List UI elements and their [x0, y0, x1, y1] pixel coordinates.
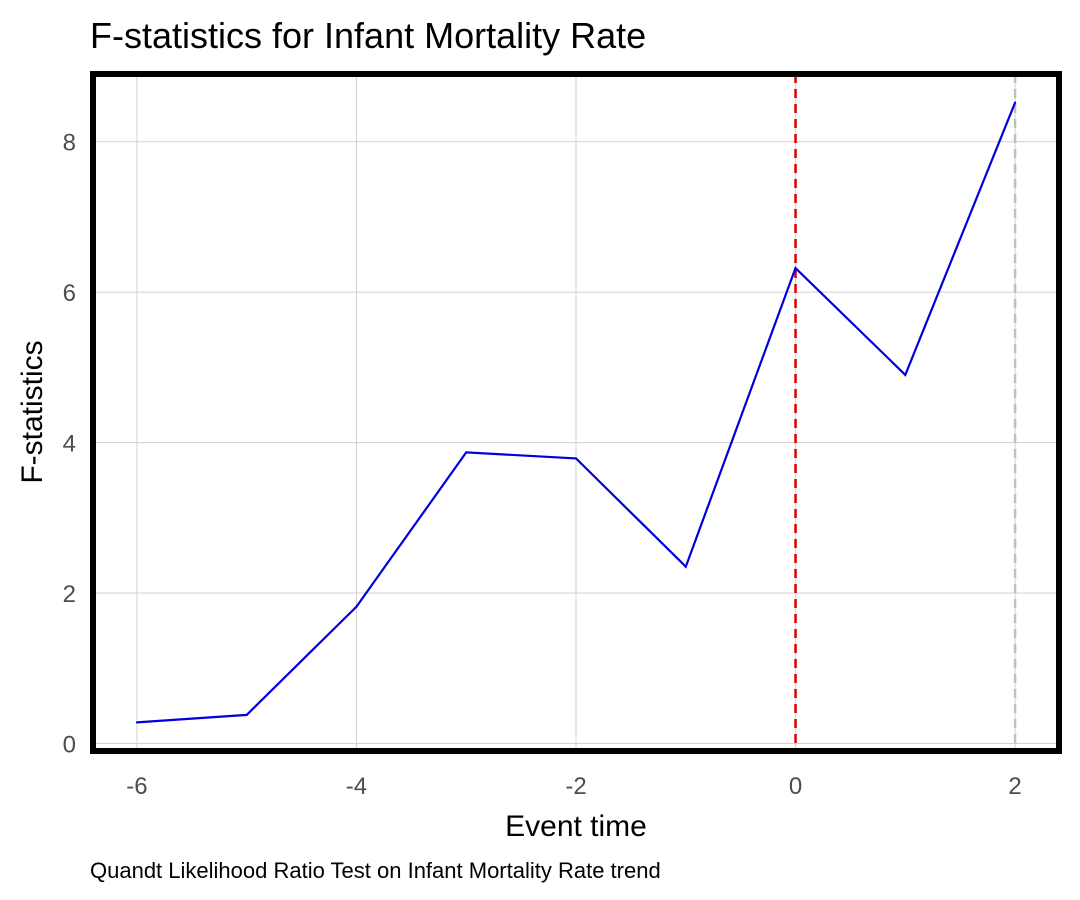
- y-axis-title: F-statistics: [16, 340, 49, 483]
- y-tick-label: 2: [63, 581, 76, 608]
- reference-lines: [794, 74, 1017, 751]
- x-tick-label: -6: [126, 773, 147, 800]
- series-layer: [135, 101, 1017, 724]
- chart-title: F-statistics for Infant Mortality Rate: [90, 15, 646, 56]
- y-tick-label: 4: [63, 431, 76, 458]
- x-tick-label: 2: [1008, 773, 1021, 800]
- data-point: [245, 713, 248, 716]
- data-point: [465, 451, 468, 454]
- data-point: [794, 266, 797, 270]
- data-point: [684, 565, 687, 568]
- y-tick-label: 0: [63, 731, 76, 758]
- chart-caption: Quandt Likelihood Ratio Test on Infant M…: [90, 858, 661, 883]
- x-tick-label: -4: [346, 773, 367, 800]
- y-tick-label: 6: [63, 280, 76, 307]
- data-point: [904, 373, 907, 376]
- plot-panel-border: [90, 71, 1062, 754]
- y-tick-labels: 0 2 4 6 8: [63, 130, 76, 759]
- y-tick-label: 8: [63, 130, 76, 157]
- x-gridlines: [136, 74, 1016, 751]
- x-axis-title: Event time: [505, 810, 647, 843]
- x-tick-label: 0: [789, 773, 802, 800]
- x-tick-label: -2: [565, 773, 586, 800]
- data-point: [574, 457, 578, 460]
- y-gridlines: [93, 141, 1059, 744]
- data-point: [1013, 101, 1017, 104]
- data-point: [355, 605, 358, 608]
- x-tick-labels: -6 -4 -2 0 2: [126, 773, 1022, 800]
- data-point: [135, 721, 139, 724]
